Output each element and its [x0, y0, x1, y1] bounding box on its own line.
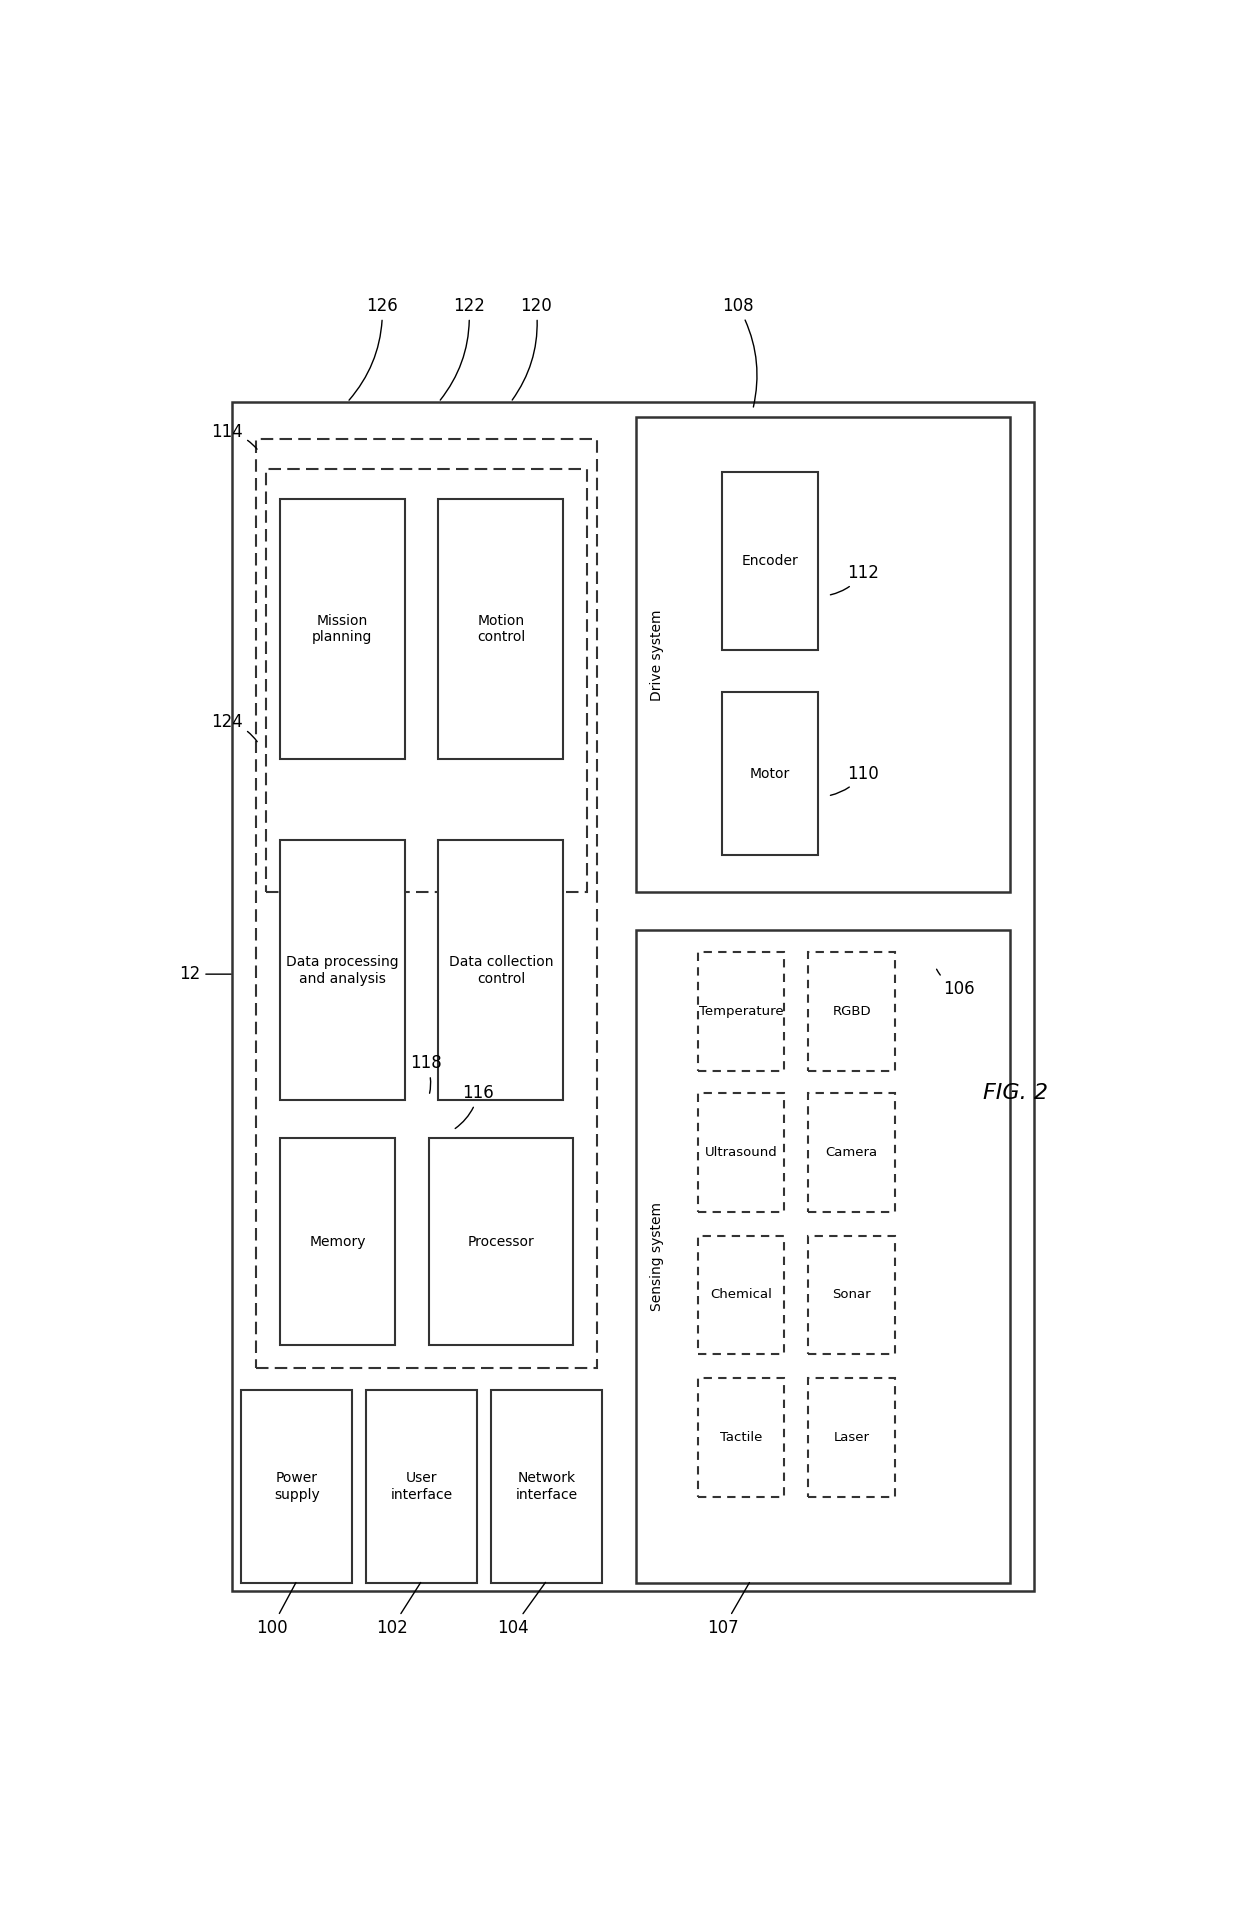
FancyBboxPatch shape	[439, 500, 563, 758]
FancyBboxPatch shape	[439, 841, 563, 1100]
Text: Memory: Memory	[309, 1235, 366, 1248]
Text: 122: 122	[440, 297, 485, 399]
Text: Drive system: Drive system	[650, 610, 663, 700]
Text: 108: 108	[722, 297, 756, 407]
Text: Laser: Laser	[833, 1431, 869, 1445]
Text: 116: 116	[455, 1084, 495, 1128]
FancyBboxPatch shape	[429, 1138, 573, 1346]
Text: 100: 100	[255, 1582, 296, 1636]
Text: Motor: Motor	[750, 766, 790, 781]
Text: 114: 114	[211, 422, 257, 449]
Text: User
interface: User interface	[391, 1472, 453, 1501]
FancyBboxPatch shape	[808, 951, 895, 1071]
FancyBboxPatch shape	[808, 1094, 895, 1211]
Text: Processor: Processor	[467, 1235, 534, 1248]
FancyBboxPatch shape	[232, 403, 1034, 1591]
FancyBboxPatch shape	[242, 1391, 352, 1584]
Text: 118: 118	[409, 1055, 441, 1094]
Text: Data processing
and analysis: Data processing and analysis	[286, 955, 399, 986]
FancyBboxPatch shape	[722, 693, 818, 855]
Text: 12: 12	[179, 964, 231, 984]
Text: Power
supply: Power supply	[274, 1472, 320, 1501]
FancyBboxPatch shape	[635, 417, 1011, 893]
Text: Encoder: Encoder	[742, 554, 799, 569]
Text: Data collection
control: Data collection control	[449, 955, 553, 986]
Text: 120: 120	[512, 297, 552, 399]
FancyBboxPatch shape	[491, 1391, 601, 1584]
Text: Tactile: Tactile	[720, 1431, 763, 1445]
Text: Sensing system: Sensing system	[650, 1202, 663, 1312]
FancyBboxPatch shape	[698, 1236, 785, 1354]
Text: Motion
control: Motion control	[477, 613, 525, 644]
Text: 126: 126	[348, 297, 398, 399]
Text: RGBD: RGBD	[832, 1005, 870, 1019]
Text: Sonar: Sonar	[832, 1289, 870, 1302]
FancyBboxPatch shape	[280, 1138, 396, 1346]
Text: 102: 102	[376, 1582, 420, 1636]
FancyBboxPatch shape	[635, 930, 1011, 1584]
FancyBboxPatch shape	[698, 951, 785, 1071]
Text: Ultrasound: Ultrasound	[704, 1146, 777, 1159]
Text: FIG. 2: FIG. 2	[982, 1082, 1048, 1103]
FancyBboxPatch shape	[698, 1094, 785, 1211]
Text: 107: 107	[708, 1582, 749, 1636]
Text: Mission
planning: Mission planning	[312, 613, 372, 644]
FancyBboxPatch shape	[367, 1391, 477, 1584]
Text: 106: 106	[936, 968, 975, 997]
Text: Temperature: Temperature	[699, 1005, 784, 1019]
Text: Network
interface: Network interface	[516, 1472, 578, 1501]
FancyBboxPatch shape	[280, 500, 404, 758]
Text: 104: 104	[497, 1582, 546, 1636]
FancyBboxPatch shape	[808, 1377, 895, 1497]
FancyBboxPatch shape	[808, 1236, 895, 1354]
FancyBboxPatch shape	[698, 1377, 785, 1497]
Text: Camera: Camera	[826, 1146, 878, 1159]
FancyBboxPatch shape	[280, 841, 404, 1100]
FancyBboxPatch shape	[265, 469, 588, 893]
Text: 124: 124	[211, 712, 257, 741]
FancyBboxPatch shape	[255, 440, 596, 1368]
Text: Chemical: Chemical	[711, 1289, 773, 1302]
FancyBboxPatch shape	[722, 473, 818, 650]
Text: 112: 112	[831, 563, 879, 594]
Text: 110: 110	[831, 764, 879, 795]
